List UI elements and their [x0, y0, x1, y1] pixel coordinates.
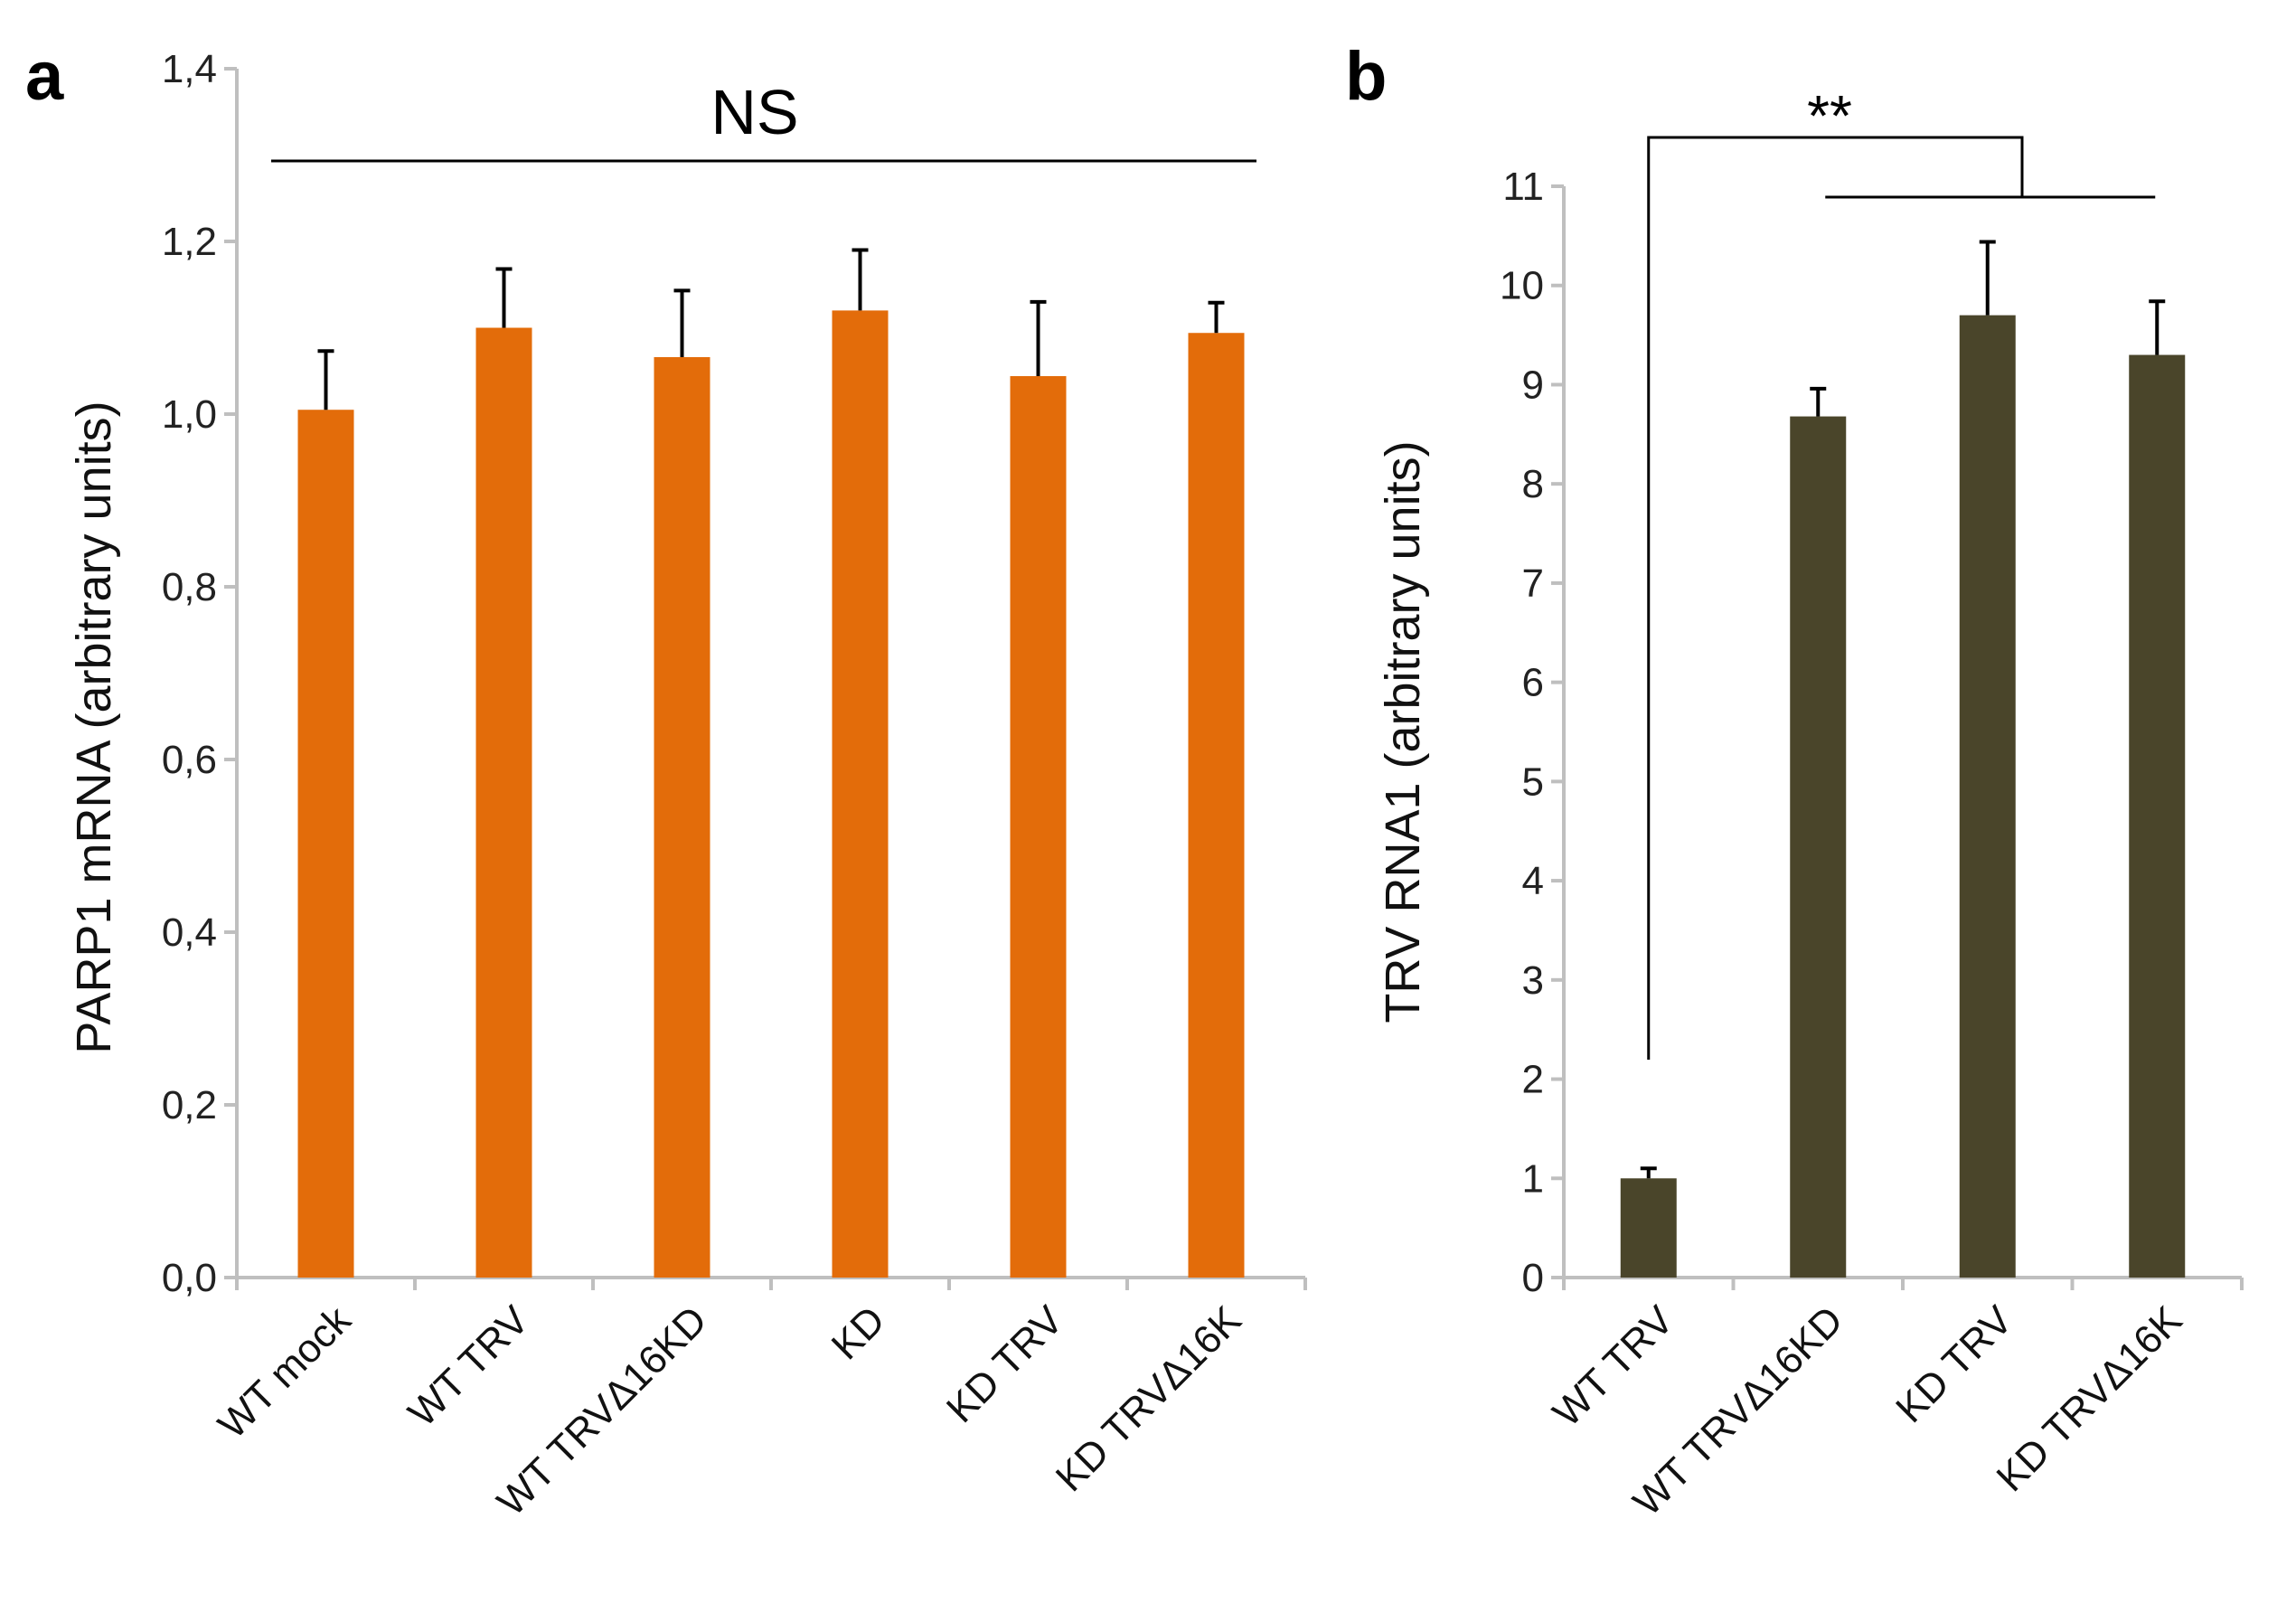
panel-b-letter: b — [1345, 38, 1387, 115]
y-tick-label: 3 — [1522, 958, 1544, 1003]
y-tick-label: 0 — [1522, 1256, 1544, 1300]
panel-b-significance-bracket — [1647, 136, 2156, 1060]
bar — [1959, 315, 2016, 1278]
panel-b-bars — [1620, 240, 2186, 1278]
panel-b-y-ticks: 0 1 2 3 4 5 6 7 8 9 10 11 — [1500, 165, 2244, 1300]
y-tick-label: 0,6 — [162, 738, 217, 782]
panel-a-y-ticks: 0,0 0,2 0,4 0,6 0,8 1,0 1,2 1,4 — [162, 47, 1307, 1300]
y-tick-label: 6 — [1522, 661, 1544, 705]
panel-b-y-axis-label: TRV RNA1 (arbitrary units) — [1376, 440, 1430, 1023]
y-tick-label: 7 — [1522, 561, 1544, 606]
bar — [1790, 416, 1847, 1278]
bar — [654, 356, 710, 1278]
bar — [1188, 333, 1245, 1278]
y-tick-label: 9 — [1522, 363, 1544, 407]
bar — [1010, 375, 1067, 1278]
y-tick-label: 0,0 — [162, 1256, 217, 1300]
y-tick-label: 1,4 — [162, 47, 217, 91]
panel-a-annotation: NS — [710, 77, 798, 147]
panel-a-bars — [297, 248, 1245, 1278]
y-tick-label: 1,0 — [162, 392, 217, 437]
bar — [1620, 1178, 1677, 1278]
y-tick-label: 0,4 — [162, 910, 217, 955]
bar — [475, 327, 532, 1278]
y-tick-label: 10 — [1500, 264, 1544, 308]
y-tick-label: 4 — [1522, 859, 1544, 903]
bar — [2129, 354, 2186, 1278]
bar — [832, 310, 889, 1278]
y-tick-label: 2 — [1522, 1058, 1544, 1102]
bar — [297, 410, 354, 1278]
y-tick-label: 8 — [1522, 462, 1544, 506]
y-tick-label: 11 — [1502, 165, 1544, 209]
y-tick-label: 1 — [1522, 1156, 1544, 1201]
y-tick-label: 0,8 — [162, 565, 217, 609]
panel-b-annotation: ** — [1807, 83, 1852, 148]
y-tick-label: 0,2 — [162, 1083, 217, 1127]
panel-a-y-axis-label: PARP1 mRNA (arbitrary units) — [67, 401, 121, 1053]
y-tick-label: 1,2 — [162, 220, 217, 264]
y-tick-label: 5 — [1522, 759, 1544, 804]
panel-a-letter: a — [25, 38, 64, 115]
